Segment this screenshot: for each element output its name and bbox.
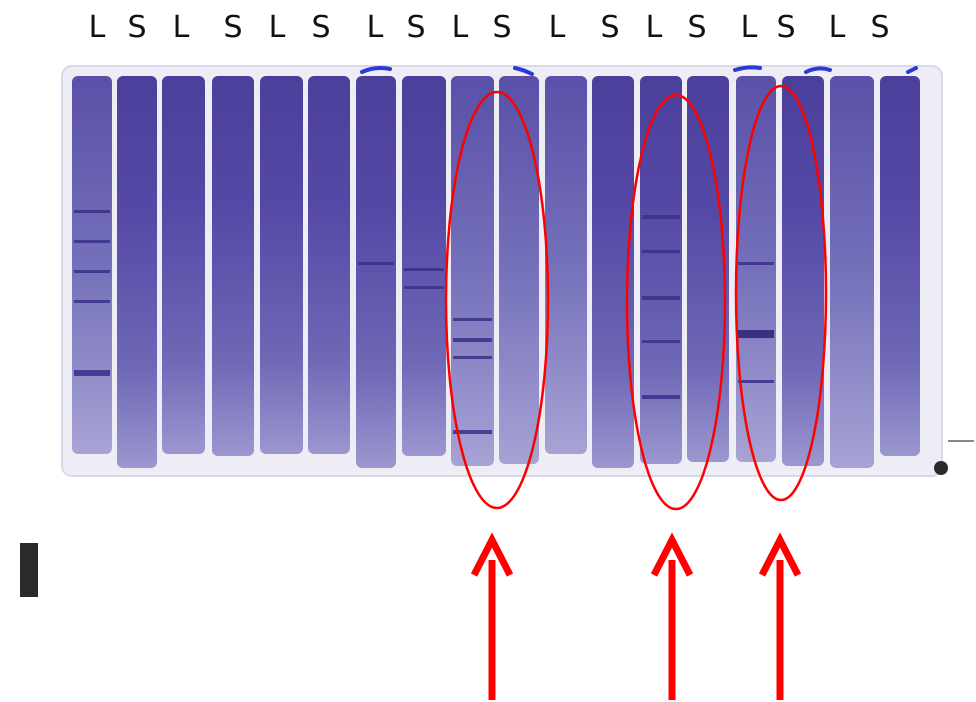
gel-lane	[687, 76, 729, 462]
lane-label: L	[740, 10, 758, 45]
annotation-ellipses	[444, 84, 828, 511]
well-marks	[360, 65, 918, 76]
gel-lane	[212, 76, 254, 456]
gel-lane	[830, 76, 874, 468]
gel-lane	[782, 76, 824, 466]
gel-lane	[545, 76, 587, 454]
arrow-up-icon	[758, 532, 802, 700]
gel-lane	[308, 76, 350, 454]
gel-lane	[117, 76, 157, 468]
lane-label: S	[127, 10, 147, 45]
lane-label: S	[870, 10, 890, 45]
gel-lane	[162, 76, 205, 454]
gel-lane	[640, 76, 682, 464]
annotation-arrows	[470, 532, 802, 700]
lane-label: S	[223, 10, 243, 45]
lane-label: L	[548, 10, 566, 45]
lane-label: L	[172, 10, 190, 45]
lane-label-row: L S L S L S L S L S L S L S L S L S	[0, 0, 976, 60]
lane-label: L	[268, 10, 286, 45]
annotation-ellipse	[444, 90, 550, 510]
gel-lane	[72, 76, 112, 454]
gel-bands	[74, 210, 774, 434]
gel-lane	[402, 76, 446, 456]
lane-label: L	[828, 10, 846, 45]
gel-lane	[356, 76, 396, 468]
gel-lane	[451, 76, 494, 466]
lane-label: S	[687, 10, 707, 45]
annotation-ellipse	[625, 93, 727, 511]
lane-label: S	[492, 10, 512, 45]
arrow-up-icon	[470, 532, 514, 700]
lane-label: L	[366, 10, 384, 45]
annotation-ellipse	[734, 84, 828, 502]
corner-dot	[934, 461, 948, 475]
gel-lane	[260, 76, 303, 454]
gel-lane	[499, 76, 539, 464]
gel-lanes	[72, 76, 920, 468]
lane-label: L	[645, 10, 663, 45]
lane-label: S	[776, 10, 796, 45]
lane-label: S	[600, 10, 620, 45]
gel-lane	[592, 76, 634, 468]
arrow-up-icon	[650, 532, 694, 700]
scale-marker	[20, 543, 38, 597]
gel-lane	[880, 76, 920, 456]
gel-lane	[736, 76, 776, 462]
lane-label: L	[88, 10, 106, 45]
lane-label: S	[406, 10, 426, 45]
lane-label: L	[451, 10, 469, 45]
lane-label: S	[311, 10, 331, 45]
